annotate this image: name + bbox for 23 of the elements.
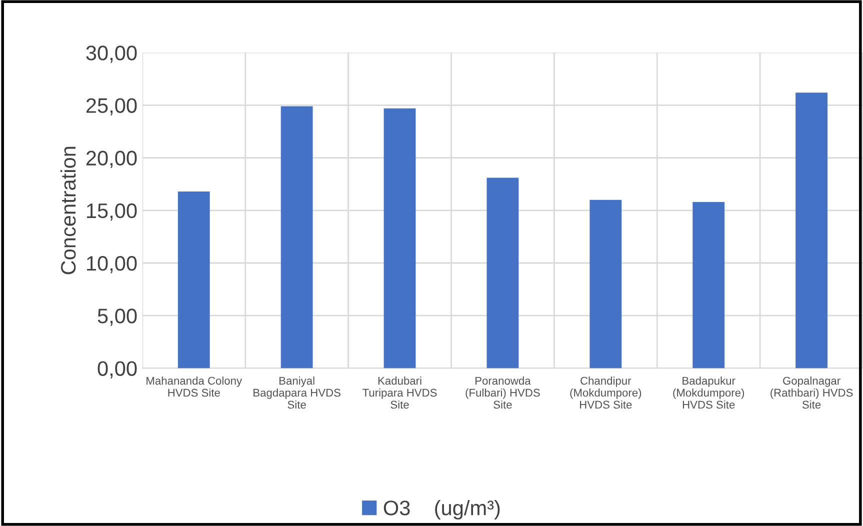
x-tick-label: Kadubari Turipara HVDS Site — [362, 376, 437, 409]
legend-label: O3 (ug/m³) — [384, 500, 500, 520]
x-tick-label: Badapukur (Mokdumpore) HVDS Site — [673, 376, 744, 409]
x-tick-label: Mahananda Colony HVDS Site — [146, 376, 242, 397]
y-tick-label: 10,00 — [86, 256, 137, 274]
x-tick-label: Poranowda (Fulbari) HVDS Site — [466, 376, 540, 409]
bar — [178, 191, 210, 368]
y-tick-label: 30,00 — [86, 46, 137, 63]
y-tick-label: 25,00 — [86, 98, 137, 116]
y-tick-label: 20,00 — [86, 150, 137, 168]
y-axis-title: Concentration — [60, 146, 76, 274]
x-tick-label: Chandipur (Mokdumpore) HVDS Site — [570, 376, 642, 409]
x-tick-label: Gopalnagar (Rathbari) HVDS Site — [770, 376, 853, 409]
bar — [280, 106, 313, 368]
y-tick-label: 0,00 — [98, 361, 137, 378]
bar — [796, 92, 828, 368]
bar — [384, 108, 416, 368]
bar — [486, 178, 519, 368]
y-tick-label: 5,00 — [98, 308, 137, 326]
bar — [692, 202, 725, 368]
bar — [590, 200, 622, 368]
x-tick-label: Baniyal Bagdapara HVDS Site — [254, 376, 340, 409]
y-tick-label: 15,00 — [86, 203, 137, 221]
